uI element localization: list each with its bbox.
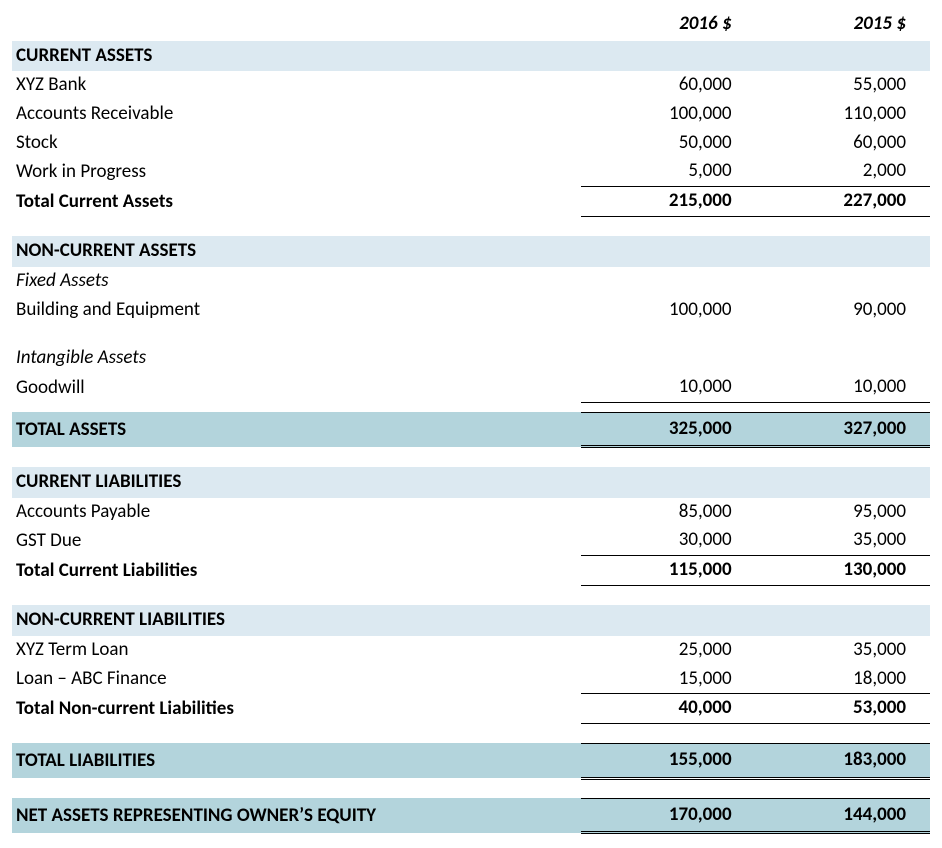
total-value: 53,000: [756, 694, 930, 724]
total-row: Total Current Liabilities 115,000 130,00…: [12, 556, 930, 586]
row-value: 15,000: [581, 665, 755, 694]
section-non-current-assets: NON-CURRENT ASSETS: [12, 236, 930, 267]
row-label: Work in Progress: [12, 157, 581, 186]
row-label: Goodwill: [12, 373, 581, 402]
total-value: 40,000: [581, 694, 755, 724]
section-current-assets: CURRENT ASSETS: [12, 41, 930, 72]
row-value: 55,000: [756, 71, 930, 100]
col-header-year2: 2015 $: [756, 10, 930, 41]
total-liabilities-row: TOTAL LIABILITIES 155,000 183,000: [12, 743, 930, 778]
section-header: NON-CURRENT LIABILITIES: [12, 605, 581, 636]
col-header-year1: 2016 $: [581, 10, 755, 41]
row-label: XYZ Bank: [12, 71, 581, 100]
column-header-row: 2016 $ 2015 $: [12, 10, 930, 41]
balance-sheet-table: 2016 $ 2015 $ CURRENT ASSETS XYZ Bank 60…: [12, 10, 930, 834]
row-value: 60,000: [581, 71, 755, 100]
total-value: 170,000: [581, 798, 755, 833]
section-header: NON-CURRENT ASSETS: [12, 236, 581, 267]
row-value: 85,000: [581, 498, 755, 527]
total-value: 130,000: [756, 556, 930, 586]
row-value: 18,000: [756, 665, 930, 694]
section-header: CURRENT ASSETS: [12, 41, 581, 72]
row-value: 100,000: [581, 296, 755, 325]
row-label: Accounts Payable: [12, 498, 581, 527]
table-row: Building and Equipment 100,000 90,000: [12, 296, 930, 325]
section-non-current-liabilities: NON-CURRENT LIABILITIES: [12, 605, 930, 636]
table-row: XYZ Bank 60,000 55,000: [12, 71, 930, 100]
row-value: 30,000: [581, 526, 755, 555]
row-value: 50,000: [581, 129, 755, 158]
row-value: 110,000: [756, 100, 930, 129]
subheader-label: Intangible Assets: [12, 344, 581, 373]
row-value: 25,000: [581, 636, 755, 665]
row-label: Stock: [12, 129, 581, 158]
total-value: 155,000: [581, 743, 755, 778]
total-value: 227,000: [756, 187, 930, 217]
subheader-row: Intangible Assets: [12, 344, 930, 373]
total-value: 183,000: [756, 743, 930, 778]
row-value: 95,000: [756, 498, 930, 527]
table-row: Work in Progress 5,000 2,000: [12, 157, 930, 186]
row-value: 10,000: [756, 373, 930, 402]
total-label: TOTAL ASSETS: [12, 412, 581, 447]
row-value: 35,000: [756, 526, 930, 555]
total-label: Total Current Liabilities: [12, 556, 581, 586]
total-assets-row: TOTAL ASSETS 325,000 327,000: [12, 412, 930, 447]
total-value: 325,000: [581, 412, 755, 447]
row-value: 35,000: [756, 636, 930, 665]
total-value: 144,000: [756, 798, 930, 833]
row-value: 2,000: [756, 157, 930, 186]
total-label: Total Current Assets: [12, 187, 581, 217]
net-assets-row: NET ASSETS REPRESENTING OWNER’S EQUITY 1…: [12, 798, 930, 833]
row-label: Accounts Receivable: [12, 100, 581, 129]
table-row: Accounts Receivable 100,000 110,000: [12, 100, 930, 129]
subheader-label: Fixed Assets: [12, 267, 581, 296]
row-label: Loan – ABC Finance: [12, 665, 581, 694]
row-value: 60,000: [756, 129, 930, 158]
table-row: Stock 50,000 60,000: [12, 129, 930, 158]
row-label: Building and Equipment: [12, 296, 581, 325]
table-row: Accounts Payable 85,000 95,000: [12, 498, 930, 527]
total-label: TOTAL LIABILITIES: [12, 743, 581, 778]
table-row: Goodwill 10,000 10,000: [12, 373, 930, 402]
total-row: Total Non-current Liabilities 40,000 53,…: [12, 694, 930, 724]
total-label: NET ASSETS REPRESENTING OWNER’S EQUITY: [12, 798, 581, 833]
total-value: 215,000: [581, 187, 755, 217]
total-label: Total Non-current Liabilities: [12, 694, 581, 724]
subheader-row: Fixed Assets: [12, 267, 930, 296]
total-value: 115,000: [581, 556, 755, 586]
row-value: 90,000: [756, 296, 930, 325]
total-value: 327,000: [756, 412, 930, 447]
row-label: GST Due: [12, 526, 581, 555]
section-current-liabilities: CURRENT LIABILITIES: [12, 467, 930, 498]
total-row: Total Current Assets 215,000 227,000: [12, 187, 930, 217]
table-row: Loan – ABC Finance 15,000 18,000: [12, 665, 930, 694]
row-label: XYZ Term Loan: [12, 636, 581, 665]
row-value: 10,000: [581, 373, 755, 402]
table-row: XYZ Term Loan 25,000 35,000: [12, 636, 930, 665]
row-value: 100,000: [581, 100, 755, 129]
section-header: CURRENT LIABILITIES: [12, 467, 581, 498]
row-value: 5,000: [581, 157, 755, 186]
table-row: GST Due 30,000 35,000: [12, 526, 930, 555]
